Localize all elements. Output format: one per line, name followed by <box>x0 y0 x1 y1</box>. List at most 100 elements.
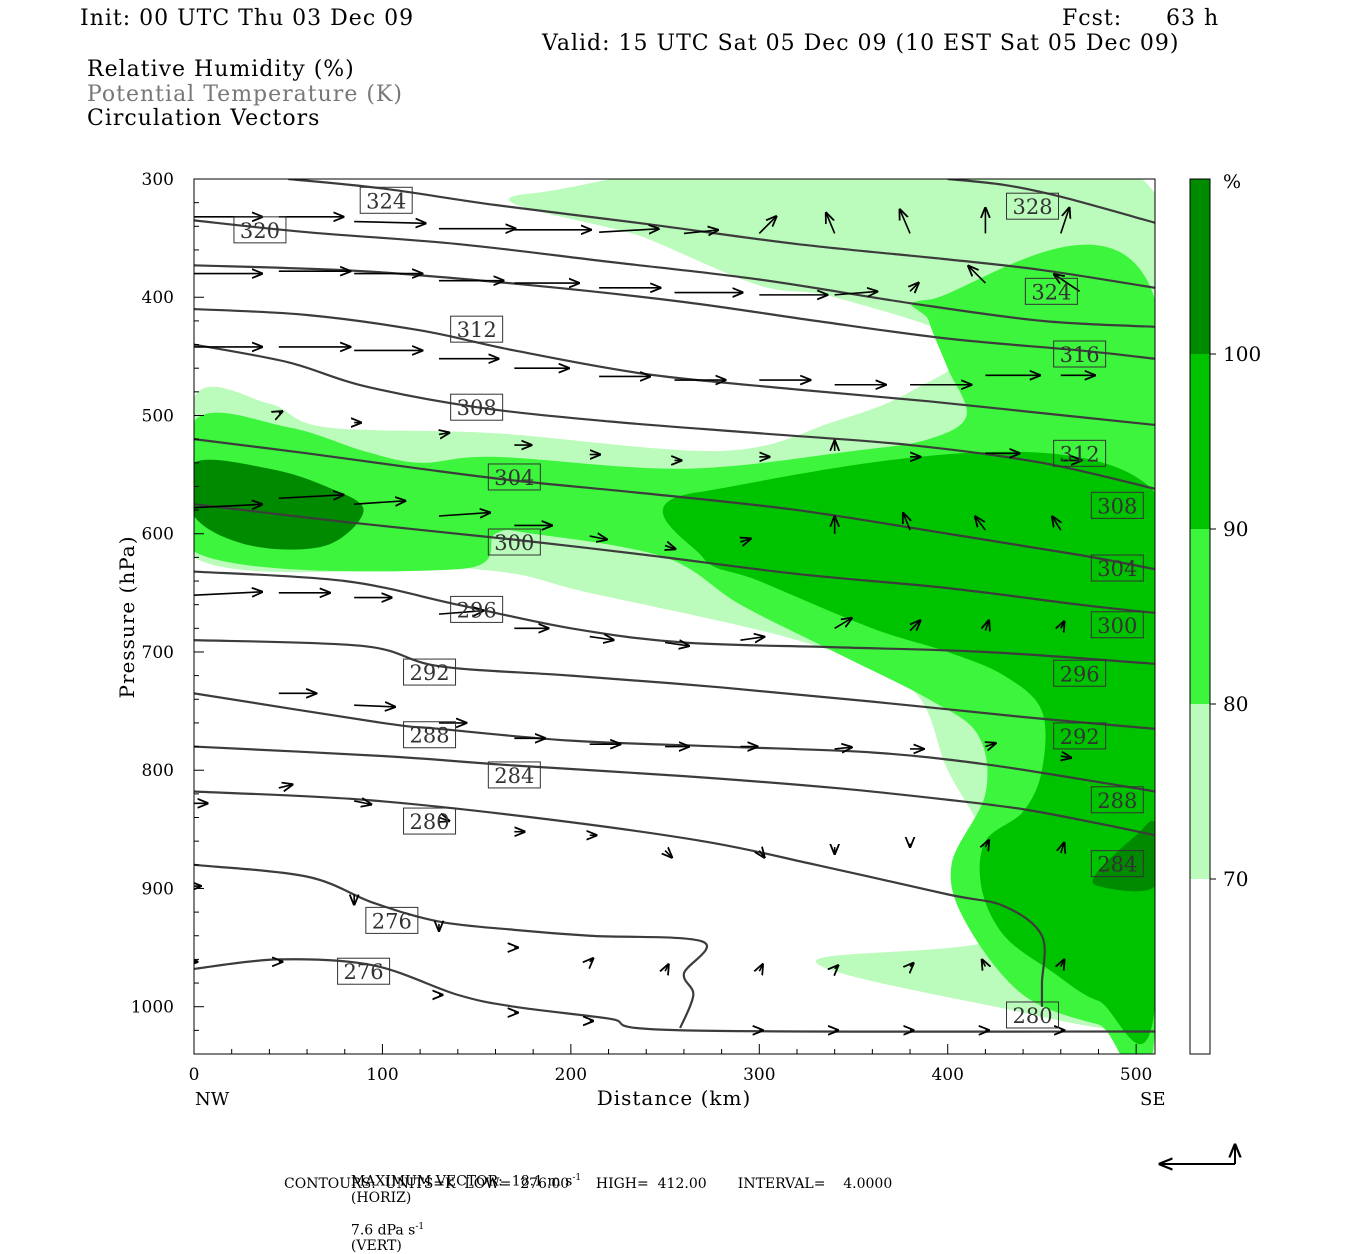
theta-contour-276-0 <box>194 958 1155 1033</box>
theta-label-296-x4: 296 <box>1053 659 1107 687</box>
theta-label-text: 300 <box>494 531 534 555</box>
theta-label-box <box>359 186 413 214</box>
circulation-vector <box>834 291 878 294</box>
circulation-vector <box>834 618 852 630</box>
theta-label-316-11: 316 <box>1053 340 1107 368</box>
max-vert-unit: (VERT) <box>350 1238 402 1254</box>
colorbar-label: 100 <box>1223 342 1261 366</box>
rh-region-80-1 <box>194 244 1155 1054</box>
theta-label-308-x1: 308 <box>1090 491 1144 519</box>
theta-label-box <box>487 761 541 789</box>
theta-contour-296-6 <box>194 570 1155 665</box>
theta-label-text: 300 <box>1097 614 1137 638</box>
theta-label-box <box>1090 611 1144 639</box>
theta-label-box <box>450 315 504 343</box>
theta-label-280-x9: 280 <box>1006 1001 1060 1029</box>
rh-region-70-0 <box>194 179 1155 1054</box>
circulation-vector <box>1061 756 1071 758</box>
circulation-vector <box>665 851 672 858</box>
colorbar-segment <box>1190 704 1210 879</box>
circulation-vector <box>1060 208 1070 234</box>
colorbar-segment <box>1190 354 1210 529</box>
x-tick-label: 100 <box>366 1065 398 1085</box>
theta-label-box <box>1090 850 1144 878</box>
x-left-end-label: NW <box>195 1089 230 1110</box>
circulation-vector <box>599 229 659 232</box>
legend-theta: Potential Temperature (K) <box>87 82 403 107</box>
circulation-vector <box>439 433 449 435</box>
rh-region-90-2 <box>662 451 1155 1044</box>
cross-section-chart: 276 276 280 284 288 292 296 300 304 308 312 316 320 3… <box>115 170 1261 1200</box>
axes-layer: 0 100 200 300 400 500 300 400 500 600 700 800 900 100… <box>131 170 1153 1085</box>
max-vert-value: 7.6 dPa s <box>350 1222 416 1239</box>
forecast-label: Fcst: <box>1062 6 1123 31</box>
circulation-vector <box>835 965 838 968</box>
theta-label-text: 296 <box>1060 662 1100 686</box>
circulation-vector <box>438 513 490 516</box>
theta-label-312-10: 312 <box>450 315 504 343</box>
theta-label-292-5: 292 <box>403 658 457 686</box>
rh-region-100-4 <box>1092 820 1155 892</box>
theta-contour-276-1 <box>194 863 708 1029</box>
theta-label-layer: 276 276 280 284 288 292 296 300 304 308 312 316 320 3… <box>233 186 1144 1029</box>
circulation-vector <box>278 495 344 498</box>
theta-contour-300-7 <box>194 503 1155 615</box>
theta-contour-284-3 <box>194 745 1155 837</box>
init-time: Init: 00 UTC Thu 03 Dec 09 <box>80 6 415 31</box>
x-tick-label: 300 <box>743 1065 775 1085</box>
theta-contour-312-10 <box>194 307 1155 427</box>
y-tick-label: 500 <box>142 406 174 426</box>
y-tick-label: 900 <box>142 879 174 899</box>
circulation-vector <box>909 620 920 632</box>
circulation-vector <box>665 546 675 549</box>
x-tick-label: 500 <box>1120 1065 1152 1085</box>
theta-label-320-12: 320 <box>233 216 287 244</box>
theta-label-box <box>365 906 419 934</box>
theta-label-box <box>1090 491 1144 519</box>
circulation-vector <box>589 536 607 539</box>
theta-label-box <box>487 528 541 556</box>
theta-label-284-3: 284 <box>487 761 541 789</box>
rh-region-100-3 <box>194 459 364 550</box>
max-vector-note: MAXIMUM VECTOR: 18.1 m s-1 (HORIZ) 7.6 d… <box>350 1173 582 1254</box>
colorbar-segment <box>1190 879 1210 1054</box>
legend-vectors: Circulation Vectors <box>87 106 321 131</box>
circulation-vector <box>968 266 986 284</box>
x-right-end-label: SE <box>1140 1089 1165 1110</box>
circulation-vector <box>439 818 449 821</box>
theta-label-text: 288 <box>409 724 449 748</box>
y-tick-label: 300 <box>142 170 174 190</box>
plot-frame <box>193 178 1156 1055</box>
theta-label-box <box>1053 722 1107 750</box>
theta-label-text: 280 <box>1012 1004 1052 1028</box>
theta-label-280-2: 280 <box>403 807 457 835</box>
circulation-vector <box>1052 517 1061 531</box>
theta-label-312-x0: 312 <box>1053 439 1107 467</box>
theta-label-text: 324 <box>1031 280 1071 304</box>
theta-contour-308-9 <box>194 343 1155 490</box>
max-horiz-value: MAXIMUM VECTOR: 18.1 m s <box>350 1173 573 1190</box>
y-tick-label: 600 <box>142 525 174 545</box>
theta-label-300-7: 300 <box>487 528 541 556</box>
circulation-vector <box>900 210 911 234</box>
theta-label-text: 280 <box>409 810 449 834</box>
theta-label-text: 296 <box>457 598 497 622</box>
theta-contour-280-2 <box>194 790 1046 1007</box>
circulation-vector <box>1061 960 1064 967</box>
theta-label-text: 312 <box>457 318 497 342</box>
circulation-vector <box>354 801 371 804</box>
theta-label-text: 308 <box>457 396 497 420</box>
reference-vector-icon <box>1160 1145 1235 1164</box>
theta-label-box <box>233 216 287 244</box>
circulation-vector <box>910 283 919 292</box>
theta-label-text: 304 <box>1097 557 1137 581</box>
circulation-vector <box>1061 843 1064 853</box>
circulation-vector <box>903 513 910 531</box>
x-axis-title: Distance (km) <box>597 1086 752 1110</box>
y-tick-label: 700 <box>142 643 174 663</box>
theta-contour-324-13 <box>288 179 1155 289</box>
theta-contour-292-5 <box>194 639 1155 730</box>
circulation-vector <box>1054 274 1081 292</box>
x-tick-label: 200 <box>555 1065 587 1085</box>
theta-label-box <box>487 463 541 491</box>
